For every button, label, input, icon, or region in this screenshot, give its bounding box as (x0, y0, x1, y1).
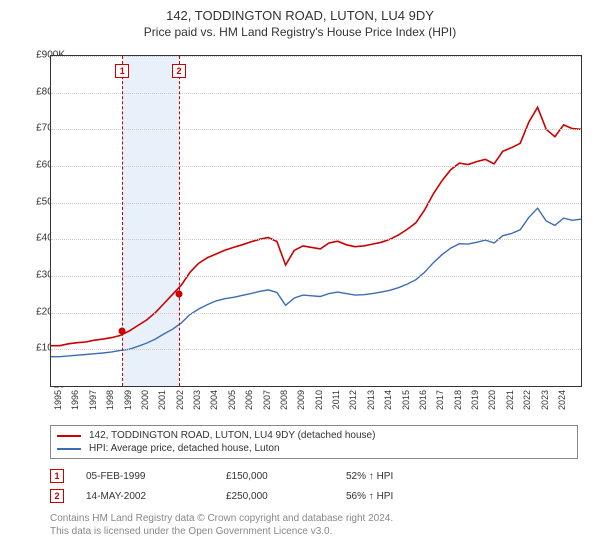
x-tick-label: 2012 (348, 390, 358, 410)
x-tick-label: 2002 (175, 390, 185, 410)
legend: 142, TODDINGTON ROAD, LUTON, LU4 9DY (de… (50, 425, 578, 459)
x-tick-label: 2023 (540, 390, 550, 410)
price-point (119, 328, 126, 335)
x-tick-label: 2017 (435, 390, 445, 410)
x-tick-label: 2004 (209, 390, 219, 410)
transaction-price: £250,000 (226, 491, 346, 502)
transaction-marker: 1 (50, 469, 64, 483)
x-tick-label: 2024 (557, 390, 567, 410)
x-tick-label: 1997 (88, 390, 98, 410)
legend-label: 142, TODDINGTON ROAD, LUTON, LU4 9DY (de… (89, 430, 375, 441)
transaction-date: 14-MAY-2002 (86, 491, 226, 502)
x-tick-label: 2018 (453, 390, 463, 410)
x-tick-label: 2006 (244, 390, 254, 410)
x-tick-label: 1998 (105, 390, 115, 410)
x-tick-label: 2001 (157, 390, 167, 410)
x-tick-label: 2011 (331, 390, 341, 409)
x-tick-label: 1995 (53, 390, 63, 410)
legend-swatch (57, 448, 81, 450)
chart-lines-svg (51, 56, 581, 386)
legend-item: 142, TODDINGTON ROAD, LUTON, LU4 9DY (de… (57, 429, 571, 442)
x-tick-label: 2005 (227, 390, 237, 410)
price-marker-label: 2 (172, 64, 186, 78)
chart-container: 142, TODDINGTON ROAD, LUTON, LU4 9DY Pri… (0, 0, 600, 560)
page-title: 142, TODDINGTON ROAD, LUTON, LU4 9DY (0, 0, 600, 23)
x-tick-label: 2003 (192, 390, 202, 410)
x-tick-label: 2016 (418, 390, 428, 410)
x-tick-label: 2015 (401, 390, 411, 410)
transaction-price: £150,000 (226, 471, 346, 482)
chart-plot-area: 12 (50, 55, 582, 387)
x-tick-label: 1999 (123, 390, 133, 410)
price-point (176, 291, 183, 298)
transaction-hpi: 52% ↑ HPI (346, 471, 466, 482)
footer-attribution: Contains HM Land Registry data © Crown c… (50, 512, 578, 538)
series-line (51, 208, 581, 357)
transaction-date: 05-FEB-1999 (86, 471, 226, 482)
legend-label: HPI: Average price, detached house, Luto… (89, 443, 280, 454)
x-tick-label: 2021 (505, 390, 515, 410)
x-tick-label: 2008 (279, 390, 289, 410)
x-tick-label: 2014 (383, 390, 393, 410)
transaction-hpi: 56% ↑ HPI (346, 491, 466, 502)
transaction-marker: 2 (50, 489, 64, 503)
footer-line-2: This data is licensed under the Open Gov… (50, 525, 578, 538)
price-marker-label: 1 (115, 64, 129, 78)
page-subtitle: Price paid vs. HM Land Registry's House … (0, 23, 600, 39)
x-tick-label: 2013 (366, 390, 376, 410)
x-tick-label: 2020 (487, 390, 497, 410)
footer-line-1: Contains HM Land Registry data © Crown c… (50, 512, 578, 525)
x-tick-label: 2007 (262, 390, 272, 410)
transaction-row: 1 05-FEB-1999£150,00052% ↑ HPI (50, 466, 578, 486)
x-tick-label: 2022 (522, 390, 532, 410)
x-tick-label: 2009 (296, 390, 306, 410)
x-tick-label: 1996 (70, 390, 80, 410)
legend-swatch (57, 435, 81, 437)
transactions-table: 1 05-FEB-1999£150,00052% ↑ HPI 2 14-MAY-200… (50, 466, 578, 506)
legend-item: HPI: Average price, detached house, Luto… (57, 442, 571, 455)
series-line (51, 107, 581, 345)
x-tick-label: 2000 (140, 390, 150, 410)
transaction-row: 2 14-MAY-2002£250,00056% ↑ HPI (50, 486, 578, 506)
x-tick-label: 2010 (314, 390, 324, 410)
x-tick-label: 2019 (470, 390, 480, 410)
